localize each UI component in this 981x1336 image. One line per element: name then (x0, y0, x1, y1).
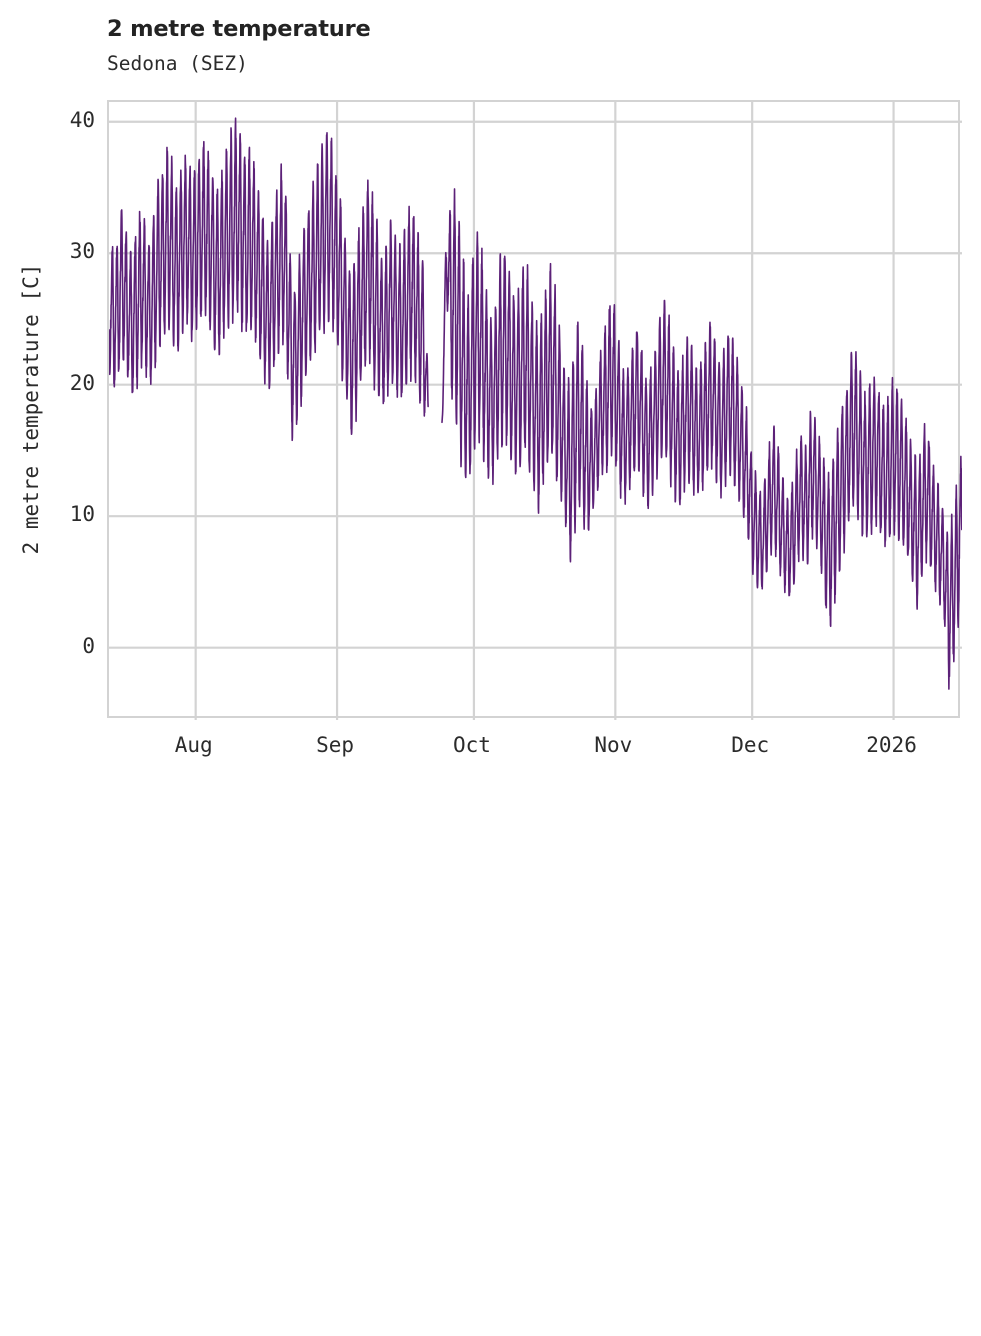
x-tick-label: Sep (316, 733, 355, 757)
y-tick-label: 0 (82, 633, 95, 658)
x-tick-label: Dec (731, 733, 770, 757)
x-tick-label: Nov (594, 733, 633, 757)
y-tick-label: 10 (69, 502, 95, 527)
y-tick-label: 30 (69, 239, 95, 264)
y-axis-ticks: 0 10 20 30 40 (33, 0, 95, 782)
temperature-series-line (109, 117, 429, 442)
temperature-series-line (441, 188, 962, 690)
chart-figure: 2 metre temperature Sedona (SEZ) 2 metre… (19, 0, 962, 782)
y-axis-label-wrapper: 2 metre temperature [C] (14, 264, 48, 1336)
x-axis-ticks: Aug Sep Oct Nov Dec 2026 (174, 733, 917, 757)
page-title: 2 metre temperature (107, 16, 371, 42)
x-tick-label: Aug (174, 733, 213, 757)
chart-subtitle: Sedona (SEZ) (107, 52, 248, 75)
x-tick-label: Oct (452, 733, 491, 757)
x-tick-label: 2026 (866, 733, 917, 757)
plot-area (107, 100, 962, 720)
temperature-line-chart (109, 102, 962, 720)
y-tick-label: 20 (69, 370, 95, 395)
y-tick-label: 40 (69, 107, 95, 132)
